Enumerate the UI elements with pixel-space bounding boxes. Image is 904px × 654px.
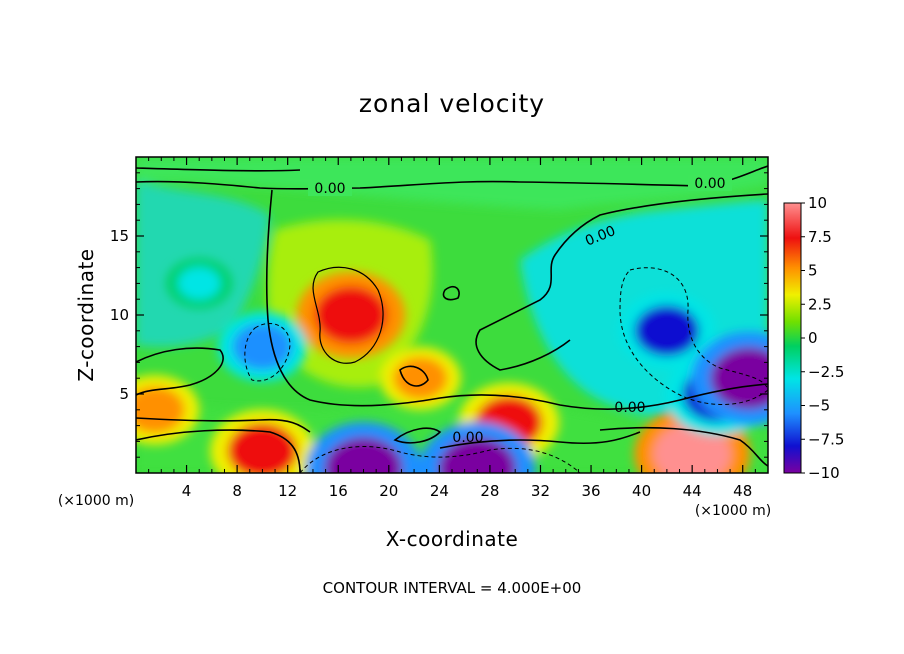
- x-tick-label: 48: [733, 482, 752, 500]
- field-feature: [634, 305, 700, 357]
- colorbar-tick-label: 7.5: [808, 228, 832, 246]
- contour-line: [136, 167, 301, 172]
- contour-line: [299, 446, 581, 473]
- colorbar-scale: [783, 202, 802, 474]
- x-tick-label: 28: [480, 482, 499, 500]
- contour-line: [136, 347, 224, 396]
- field-feature: [710, 347, 768, 410]
- field-feature: [393, 357, 448, 400]
- field-feature: [136, 386, 185, 433]
- contour-line: [442, 285, 460, 301]
- y-tick-label: 5: [119, 385, 129, 403]
- field-feature: [232, 323, 292, 370]
- contour-label: 0.00: [694, 176, 725, 192]
- x-unit-right: (×1000 m): [695, 503, 771, 519]
- x-tick-label: 36: [581, 482, 600, 500]
- contour-line: [312, 266, 384, 364]
- contour-line: [244, 323, 291, 382]
- field-feature: [314, 286, 387, 344]
- contour-line: [136, 417, 311, 433]
- y-axis-title: Z-coordinate: [74, 248, 98, 381]
- contour-line: [399, 365, 429, 387]
- contour-line: [475, 193, 768, 371]
- x-tick-label: 24: [430, 482, 449, 500]
- x-tick-label: 20: [379, 482, 398, 500]
- chart-title: zonal velocity: [359, 89, 545, 118]
- x-tick-label: 12: [278, 482, 297, 500]
- x-tick-label: 32: [531, 482, 550, 500]
- contour-label: 0.00: [314, 181, 345, 197]
- x-tick-label: 4: [182, 482, 192, 500]
- x-axis-title: X-coordinate: [386, 527, 519, 551]
- field-features: [136, 258, 768, 473]
- contour-line: [265, 189, 768, 410]
- field-feature: [177, 266, 221, 300]
- contour-label: 0.00: [614, 400, 645, 416]
- colorbar-tick-label: 2.5: [808, 295, 832, 313]
- contour-line: [393, 427, 442, 444]
- x-tick-label: 44: [683, 482, 702, 500]
- y-axis-ticks: 5 10 15: [110, 172, 768, 458]
- colorbar: 10 7.5 5 2.5 0 −2.5 −5 −7.5 −10: [783, 194, 844, 482]
- x-tick-label: 8: [232, 482, 242, 500]
- colorbar-ticks: 10 7.5 5 2.5 0 −2.5 −5 −7.5 −10: [801, 194, 844, 482]
- contour-interval-note: CONTOUR INTERVAL = 4.000E+00: [323, 579, 582, 597]
- colorbar-tick-label: 5: [808, 262, 818, 280]
- plot-area: 0.00 0.00 0.00 0.00 0.00 4 8 12 16 20 24 28 32 3…: [110, 156, 769, 500]
- colorbar-tick-label: 0: [808, 329, 818, 347]
- contour-label: 0.00: [452, 430, 483, 446]
- colorbar-tick-label: −7.5: [808, 430, 844, 448]
- y-tick-label: 15: [110, 227, 129, 245]
- colorbar-tick-label: −10: [808, 464, 840, 482]
- field-feature: [653, 423, 731, 473]
- x-tick-label: 16: [329, 482, 348, 500]
- contour-line: [599, 426, 768, 467]
- y-tick-label: 10: [110, 306, 129, 324]
- zero-contours: [136, 165, 768, 473]
- contour-line: [136, 429, 301, 473]
- field-feature: [438, 437, 516, 473]
- x-unit-left: (×1000 m): [58, 493, 134, 509]
- x-tick-label: 40: [632, 482, 651, 500]
- x-axis-ticks: 4 8 12 16 20 24 28 32 36 40 44 48: [148, 157, 756, 500]
- contour-line: [439, 431, 641, 449]
- colorbar-tick-label: 10: [808, 194, 827, 212]
- field-feature: [324, 437, 403, 473]
- colorbar-tick-label: −5: [808, 397, 830, 415]
- colorbar-tick-label: −2.5: [808, 363, 844, 381]
